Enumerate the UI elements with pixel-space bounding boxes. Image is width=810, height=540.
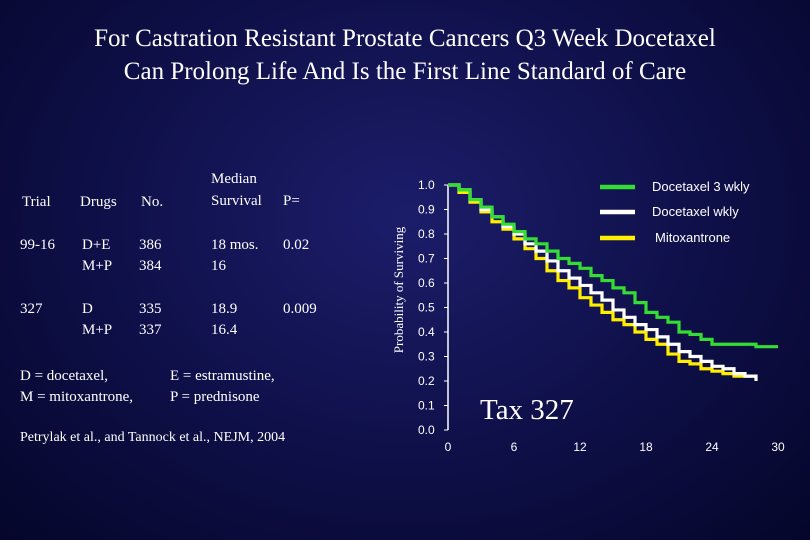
row1-trial: 99-16 <box>20 237 55 253</box>
y-tick-label: 0.4 <box>418 325 435 339</box>
x-tick-label: 0 <box>445 440 452 454</box>
y-tick-label: 0.5 <box>418 301 435 315</box>
series-line-docetaxel-3-wkly <box>448 183 778 349</box>
legend-label: Docetaxel wkly <box>652 204 739 219</box>
y-tick-label: 0.6 <box>418 276 435 290</box>
row2-median-a: 18.9 <box>211 301 238 317</box>
x-tick-label: 24 <box>705 440 719 454</box>
slide-title: For Castration Resistant Prostate Cancer… <box>0 22 810 88</box>
row1-median-a: 18 mos. <box>211 237 259 253</box>
y-tick-label: 1.0 <box>418 178 435 192</box>
y-tick-label: 0.3 <box>418 350 435 364</box>
row1-no-b: 384 <box>139 258 162 274</box>
row1-drug-a: D+E <box>82 237 111 253</box>
row2-drug-b: M+P <box>82 322 113 338</box>
header-p: P= <box>283 193 300 209</box>
row2-drug-a: D <box>82 301 93 317</box>
header-drugs: Drugs <box>80 194 117 210</box>
row1-no-a: 386 <box>139 237 162 253</box>
footnote-prednisone: P = prednisone <box>170 389 260 405</box>
chart-title: Tax 327 <box>480 394 574 426</box>
row1-drug-b: M+P <box>82 258 113 274</box>
y-tick-label: 0.8 <box>418 227 435 241</box>
y-tick-label: 0.1 <box>418 399 435 413</box>
footnote-estramustine: E = estramustine, <box>170 368 275 384</box>
title-line-1: For Castration Resistant Prostate Cancer… <box>94 25 716 52</box>
header-survival: Survival <box>211 193 262 209</box>
row1-median-b: 16 <box>211 258 226 274</box>
y-tick-label: 0.2 <box>418 374 435 388</box>
reference-citation: Petrylak et al., and Tannock et al., NEJ… <box>20 430 286 445</box>
x-tick-label: 12 <box>573 440 587 454</box>
title-line-2: Can Prolong Life And Is the First Line S… <box>123 58 687 85</box>
y-tick-label: 0.7 <box>418 252 435 266</box>
y-tick-label: 0.9 <box>418 203 435 217</box>
y-axis-label: Probability of Surviving <box>391 226 406 353</box>
row2-p: 0.009 <box>283 301 317 317</box>
chart-axes: 0.0 0.1 0.2 0.3 0.4 0.5 0.6 0.7 0.8 0.9 1.0 0 6 12 18 2… <box>418 178 785 454</box>
legend-label: Docetaxel 3 wkly <box>652 179 750 194</box>
header-trial: Trial <box>22 194 51 210</box>
row2-median-b: 16.4 <box>211 322 238 338</box>
header-no: No. <box>141 194 164 210</box>
row2-no-b: 337 <box>139 322 162 338</box>
chart-series <box>448 183 778 381</box>
row2-no-a: 335 <box>139 301 162 317</box>
chart-legend: Docetaxel 3 wkly Docetaxel wkly Mitoxantro… <box>600 179 750 245</box>
x-tick-label: 6 <box>511 440 518 454</box>
x-tick-label: 18 <box>639 440 653 454</box>
header-median: Median <box>211 171 257 187</box>
footnote-mitoxantrone: M = mitoxantrone, <box>20 389 134 405</box>
row2-trial: 327 <box>20 301 43 317</box>
row1-p: 0.02 <box>283 237 310 253</box>
legend-label: Mitoxantrone <box>655 230 730 245</box>
x-tick-label: 30 <box>771 440 785 454</box>
footnote-docetaxel: D = docetaxel, <box>20 368 109 384</box>
y-tick-label: 0.0 <box>418 423 435 437</box>
